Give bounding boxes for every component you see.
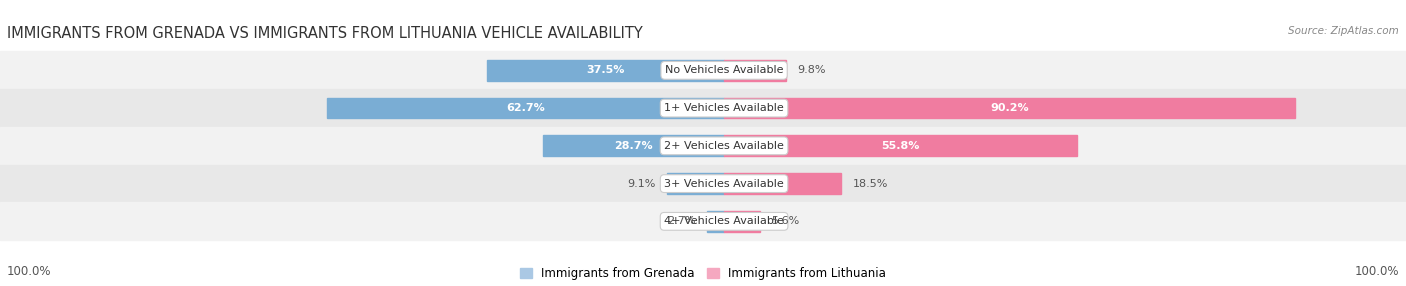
Text: No Vehicles Available: No Vehicles Available <box>665 65 783 75</box>
Text: 9.8%: 9.8% <box>797 65 825 75</box>
Text: 100.0%: 100.0% <box>7 265 52 278</box>
Legend: Immigrants from Grenada, Immigrants from Lithuania: Immigrants from Grenada, Immigrants from… <box>520 267 886 280</box>
Text: 100.0%: 100.0% <box>1354 265 1399 278</box>
Text: 2+ Vehicles Available: 2+ Vehicles Available <box>664 141 785 151</box>
Text: 55.8%: 55.8% <box>882 141 920 151</box>
Text: 1+ Vehicles Available: 1+ Vehicles Available <box>664 103 785 113</box>
Text: 90.2%: 90.2% <box>990 103 1029 113</box>
Text: 9.1%: 9.1% <box>627 179 655 188</box>
Text: 3+ Vehicles Available: 3+ Vehicles Available <box>664 179 785 188</box>
Text: 5.6%: 5.6% <box>770 217 799 226</box>
Text: 37.5%: 37.5% <box>586 65 624 75</box>
Text: 18.5%: 18.5% <box>852 179 887 188</box>
Text: 2.7%: 2.7% <box>668 217 696 226</box>
Text: 4+ Vehicles Available: 4+ Vehicles Available <box>664 217 785 226</box>
Text: IMMIGRANTS FROM GRENADA VS IMMIGRANTS FROM LITHUANIA VEHICLE AVAILABILITY: IMMIGRANTS FROM GRENADA VS IMMIGRANTS FR… <box>7 26 643 41</box>
Text: 62.7%: 62.7% <box>506 103 546 113</box>
Text: Source: ZipAtlas.com: Source: ZipAtlas.com <box>1288 26 1399 36</box>
Text: 28.7%: 28.7% <box>614 141 652 151</box>
